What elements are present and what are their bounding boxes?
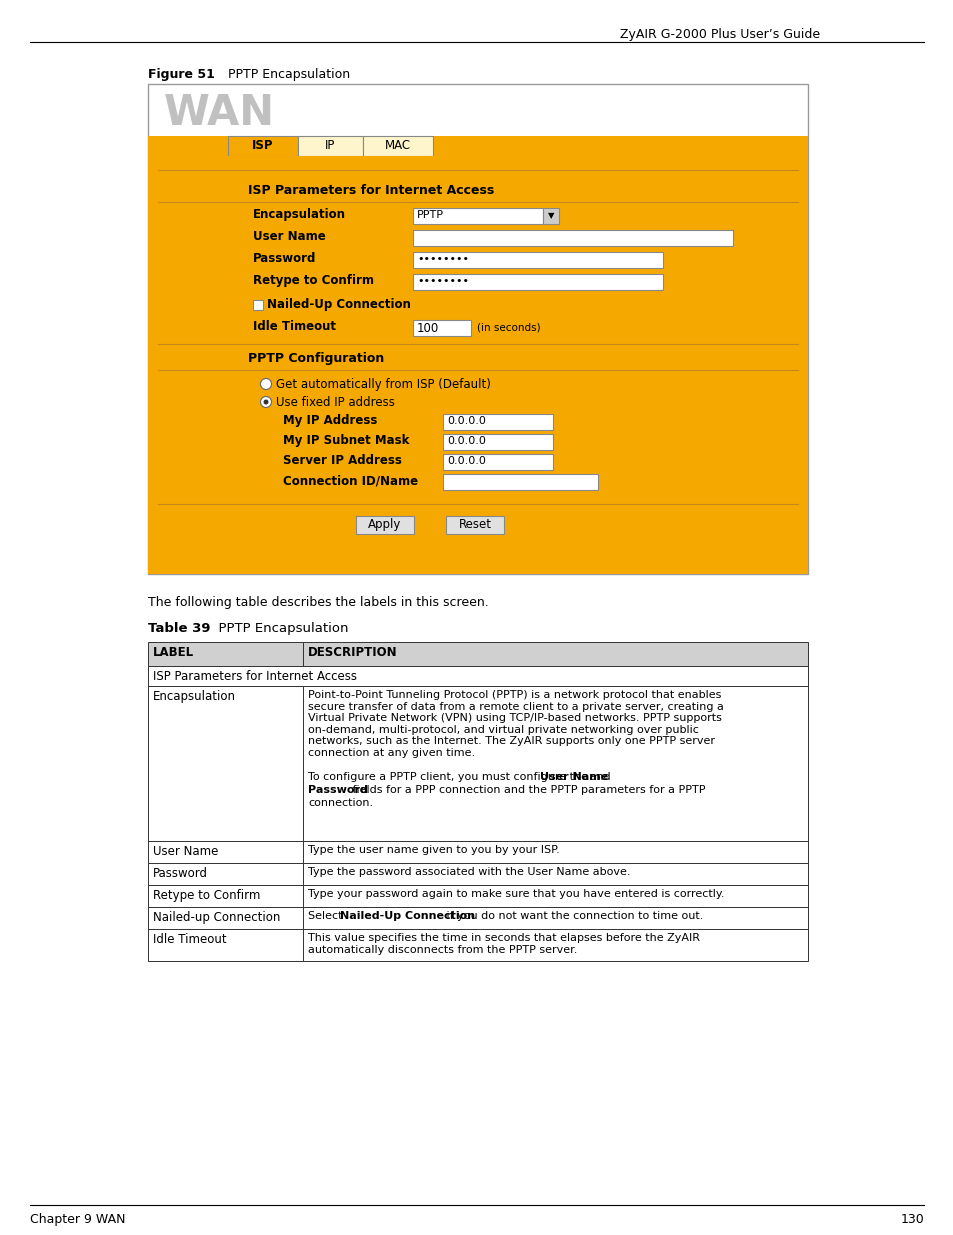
FancyBboxPatch shape [442, 474, 598, 490]
Text: User Name: User Name [539, 772, 608, 782]
Text: PPTP Encapsulation: PPTP Encapsulation [210, 622, 348, 635]
Text: ▼: ▼ [547, 211, 554, 221]
FancyBboxPatch shape [355, 516, 414, 534]
FancyBboxPatch shape [303, 929, 807, 961]
Text: WAN: WAN [164, 91, 274, 135]
Text: Point-to-Point Tunneling Protocol (PPTP) is a network protocol that enables
secu: Point-to-Point Tunneling Protocol (PPTP)… [308, 690, 723, 758]
Text: LABEL: LABEL [152, 646, 193, 659]
Text: ZyAIR G-2000 Plus User’s Guide: ZyAIR G-2000 Plus User’s Guide [619, 28, 820, 41]
FancyBboxPatch shape [148, 685, 303, 841]
Text: Password: Password [152, 867, 208, 881]
Text: Server IP Address: Server IP Address [283, 454, 401, 467]
Text: Get automatically from ISP (Default): Get automatically from ISP (Default) [275, 378, 491, 391]
FancyBboxPatch shape [303, 841, 807, 863]
Text: Password: Password [253, 252, 316, 266]
Text: Nailed-Up Connection: Nailed-Up Connection [339, 911, 475, 921]
Text: Select: Select [308, 911, 346, 921]
Text: This value specifies the time in seconds that elapses before the ZyAIR
automatic: This value specifies the time in seconds… [308, 932, 700, 955]
Text: PPTP: PPTP [416, 210, 443, 220]
FancyBboxPatch shape [363, 136, 433, 156]
Text: ISP: ISP [252, 140, 274, 152]
Text: 0.0.0.0: 0.0.0.0 [447, 416, 485, 426]
Text: Connection ID/Name: Connection ID/Name [283, 474, 417, 487]
Text: Retype to Confirm: Retype to Confirm [253, 274, 374, 287]
Text: The following table describes the labels in this screen.: The following table describes the labels… [148, 597, 488, 609]
Text: fields for a PPP connection and the PPTP parameters for a PPTP: fields for a PPP connection and the PPTP… [349, 785, 705, 795]
Text: Idle Timeout: Idle Timeout [253, 320, 335, 333]
Text: and: and [586, 772, 610, 782]
Text: ISP Parameters for Internet Access: ISP Parameters for Internet Access [152, 671, 356, 683]
Text: Password: Password [308, 785, 368, 795]
Text: Figure 51: Figure 51 [148, 68, 214, 82]
FancyBboxPatch shape [148, 841, 303, 863]
FancyBboxPatch shape [148, 863, 303, 885]
FancyBboxPatch shape [442, 454, 553, 471]
FancyBboxPatch shape [253, 300, 263, 310]
FancyBboxPatch shape [303, 863, 807, 885]
FancyBboxPatch shape [413, 207, 542, 224]
Text: DESCRIPTION: DESCRIPTION [308, 646, 397, 659]
FancyBboxPatch shape [413, 320, 471, 336]
Text: 0.0.0.0: 0.0.0.0 [447, 456, 485, 466]
Text: PPTP Configuration: PPTP Configuration [248, 352, 384, 366]
FancyBboxPatch shape [413, 274, 662, 290]
Text: Chapter 9 WAN: Chapter 9 WAN [30, 1213, 126, 1226]
Text: Idle Timeout: Idle Timeout [152, 932, 227, 946]
FancyBboxPatch shape [148, 885, 303, 906]
Text: User Name: User Name [253, 230, 325, 243]
FancyBboxPatch shape [148, 642, 303, 666]
Text: My IP Subnet Mask: My IP Subnet Mask [283, 433, 409, 447]
FancyBboxPatch shape [413, 252, 662, 268]
Text: To configure a PPTP client, you must configure the: To configure a PPTP client, you must con… [308, 772, 591, 782]
Circle shape [263, 399, 268, 405]
Text: Nailed-up Connection: Nailed-up Connection [152, 911, 280, 924]
FancyBboxPatch shape [413, 230, 732, 246]
Text: Table 39: Table 39 [148, 622, 211, 635]
FancyBboxPatch shape [148, 906, 303, 929]
Text: 100: 100 [416, 322, 438, 335]
Text: ••••••••: •••••••• [416, 275, 469, 287]
Text: User Name: User Name [152, 845, 218, 858]
FancyBboxPatch shape [228, 136, 297, 156]
Text: ••••••••: •••••••• [416, 254, 469, 264]
FancyBboxPatch shape [303, 885, 807, 906]
FancyBboxPatch shape [148, 929, 303, 961]
Text: 130: 130 [900, 1213, 923, 1226]
Text: Type the password associated with the User Name above.: Type the password associated with the Us… [308, 867, 630, 877]
FancyBboxPatch shape [542, 207, 558, 224]
Circle shape [260, 378, 272, 389]
Text: ISP Parameters for Internet Access: ISP Parameters for Internet Access [248, 184, 494, 198]
Text: IP: IP [324, 140, 335, 152]
Text: MAC: MAC [384, 140, 411, 152]
Circle shape [260, 396, 272, 408]
Text: Apply: Apply [368, 517, 401, 531]
FancyBboxPatch shape [148, 156, 807, 574]
Text: connection.: connection. [308, 798, 373, 808]
FancyBboxPatch shape [297, 136, 363, 156]
Text: PPTP Encapsulation: PPTP Encapsulation [220, 68, 350, 82]
Text: Type the user name given to you by your ISP.: Type the user name given to you by your … [308, 845, 559, 855]
Text: Type your password again to make sure that you have entered is correctly.: Type your password again to make sure th… [308, 889, 723, 899]
Text: My IP Address: My IP Address [283, 414, 377, 427]
Text: Use fixed IP address: Use fixed IP address [275, 396, 395, 409]
FancyBboxPatch shape [148, 666, 807, 685]
Text: Reset: Reset [458, 517, 491, 531]
FancyBboxPatch shape [148, 136, 807, 156]
FancyBboxPatch shape [446, 516, 503, 534]
FancyBboxPatch shape [442, 433, 553, 450]
Text: if you do not want the connection to time out.: if you do not want the connection to tim… [442, 911, 702, 921]
Text: Retype to Confirm: Retype to Confirm [152, 889, 260, 902]
Text: Encapsulation: Encapsulation [152, 690, 235, 703]
FancyBboxPatch shape [442, 414, 553, 430]
Text: 0.0.0.0: 0.0.0.0 [447, 436, 485, 446]
FancyBboxPatch shape [303, 642, 807, 666]
FancyBboxPatch shape [303, 906, 807, 929]
FancyBboxPatch shape [148, 84, 807, 574]
FancyBboxPatch shape [303, 685, 807, 841]
Text: (in seconds): (in seconds) [476, 322, 540, 332]
Text: Nailed-Up Connection: Nailed-Up Connection [267, 298, 411, 311]
Text: Encapsulation: Encapsulation [253, 207, 346, 221]
